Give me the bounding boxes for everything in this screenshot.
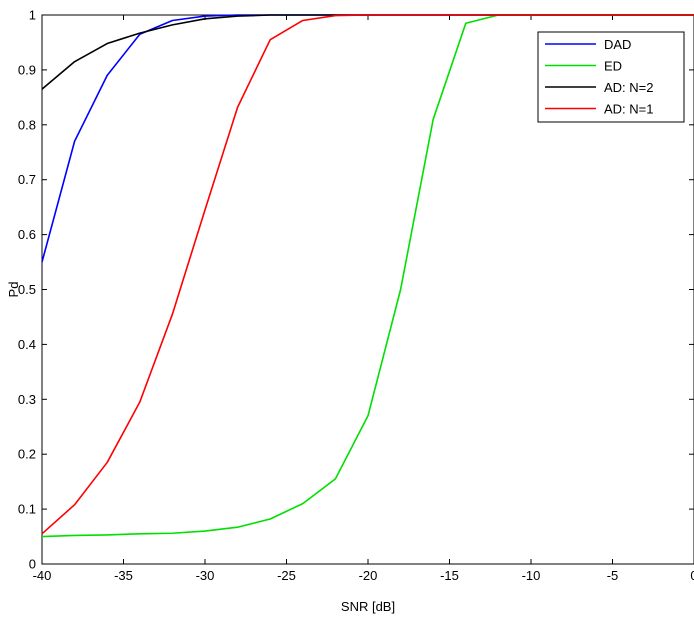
x-tick-label: -30: [196, 568, 215, 583]
x-tick-label: -40: [33, 568, 52, 583]
x-tick-label: -20: [359, 568, 378, 583]
legend-label: AD: N=2: [604, 80, 654, 95]
series-lines: [41, 14, 694, 538]
y-tick-label: 0.3: [18, 392, 36, 407]
x-tick-label: -35: [114, 568, 133, 583]
x-tick-label: 0: [690, 568, 694, 583]
legend-label: ED: [604, 59, 622, 74]
x-tick-label: -5: [607, 568, 619, 583]
y-tick-label: 0: [29, 557, 36, 572]
axis-ticks: -40 -35 -30 -25 -20 -15 -10 -5 0 0 0.1 0.2 0.3 0.4 0.5…: [18, 8, 694, 583]
legend-label: AD: N=1: [604, 102, 654, 117]
y-tick-label: 0.5: [18, 282, 36, 297]
legend-box: [537, 31, 685, 123]
y-tick-label: 0.7: [18, 172, 36, 187]
y-tick-label: 0.9: [18, 62, 36, 77]
y-tick-label: 1: [29, 8, 36, 23]
x-tick-label: -25: [277, 568, 296, 583]
y-tick-label: 0.6: [18, 227, 36, 242]
y-tick-label: 0.2: [18, 447, 36, 462]
x-tick-label: -15: [440, 568, 459, 583]
legend-label: DAD: [604, 37, 631, 52]
y-axis-label: Pd: [6, 282, 21, 298]
x-tick-label: -10: [522, 568, 541, 583]
legend: DAD ED AD: N=2 AD: N=1: [537, 31, 685, 123]
y-tick-label: 0.1: [18, 502, 36, 517]
y-tick-label: 0.4: [18, 337, 36, 352]
y-tick-label: 0.8: [18, 117, 36, 132]
x-axis-label: SNR [dB]: [341, 599, 395, 614]
series-line-ad-n-1: [41, 14, 694, 535]
